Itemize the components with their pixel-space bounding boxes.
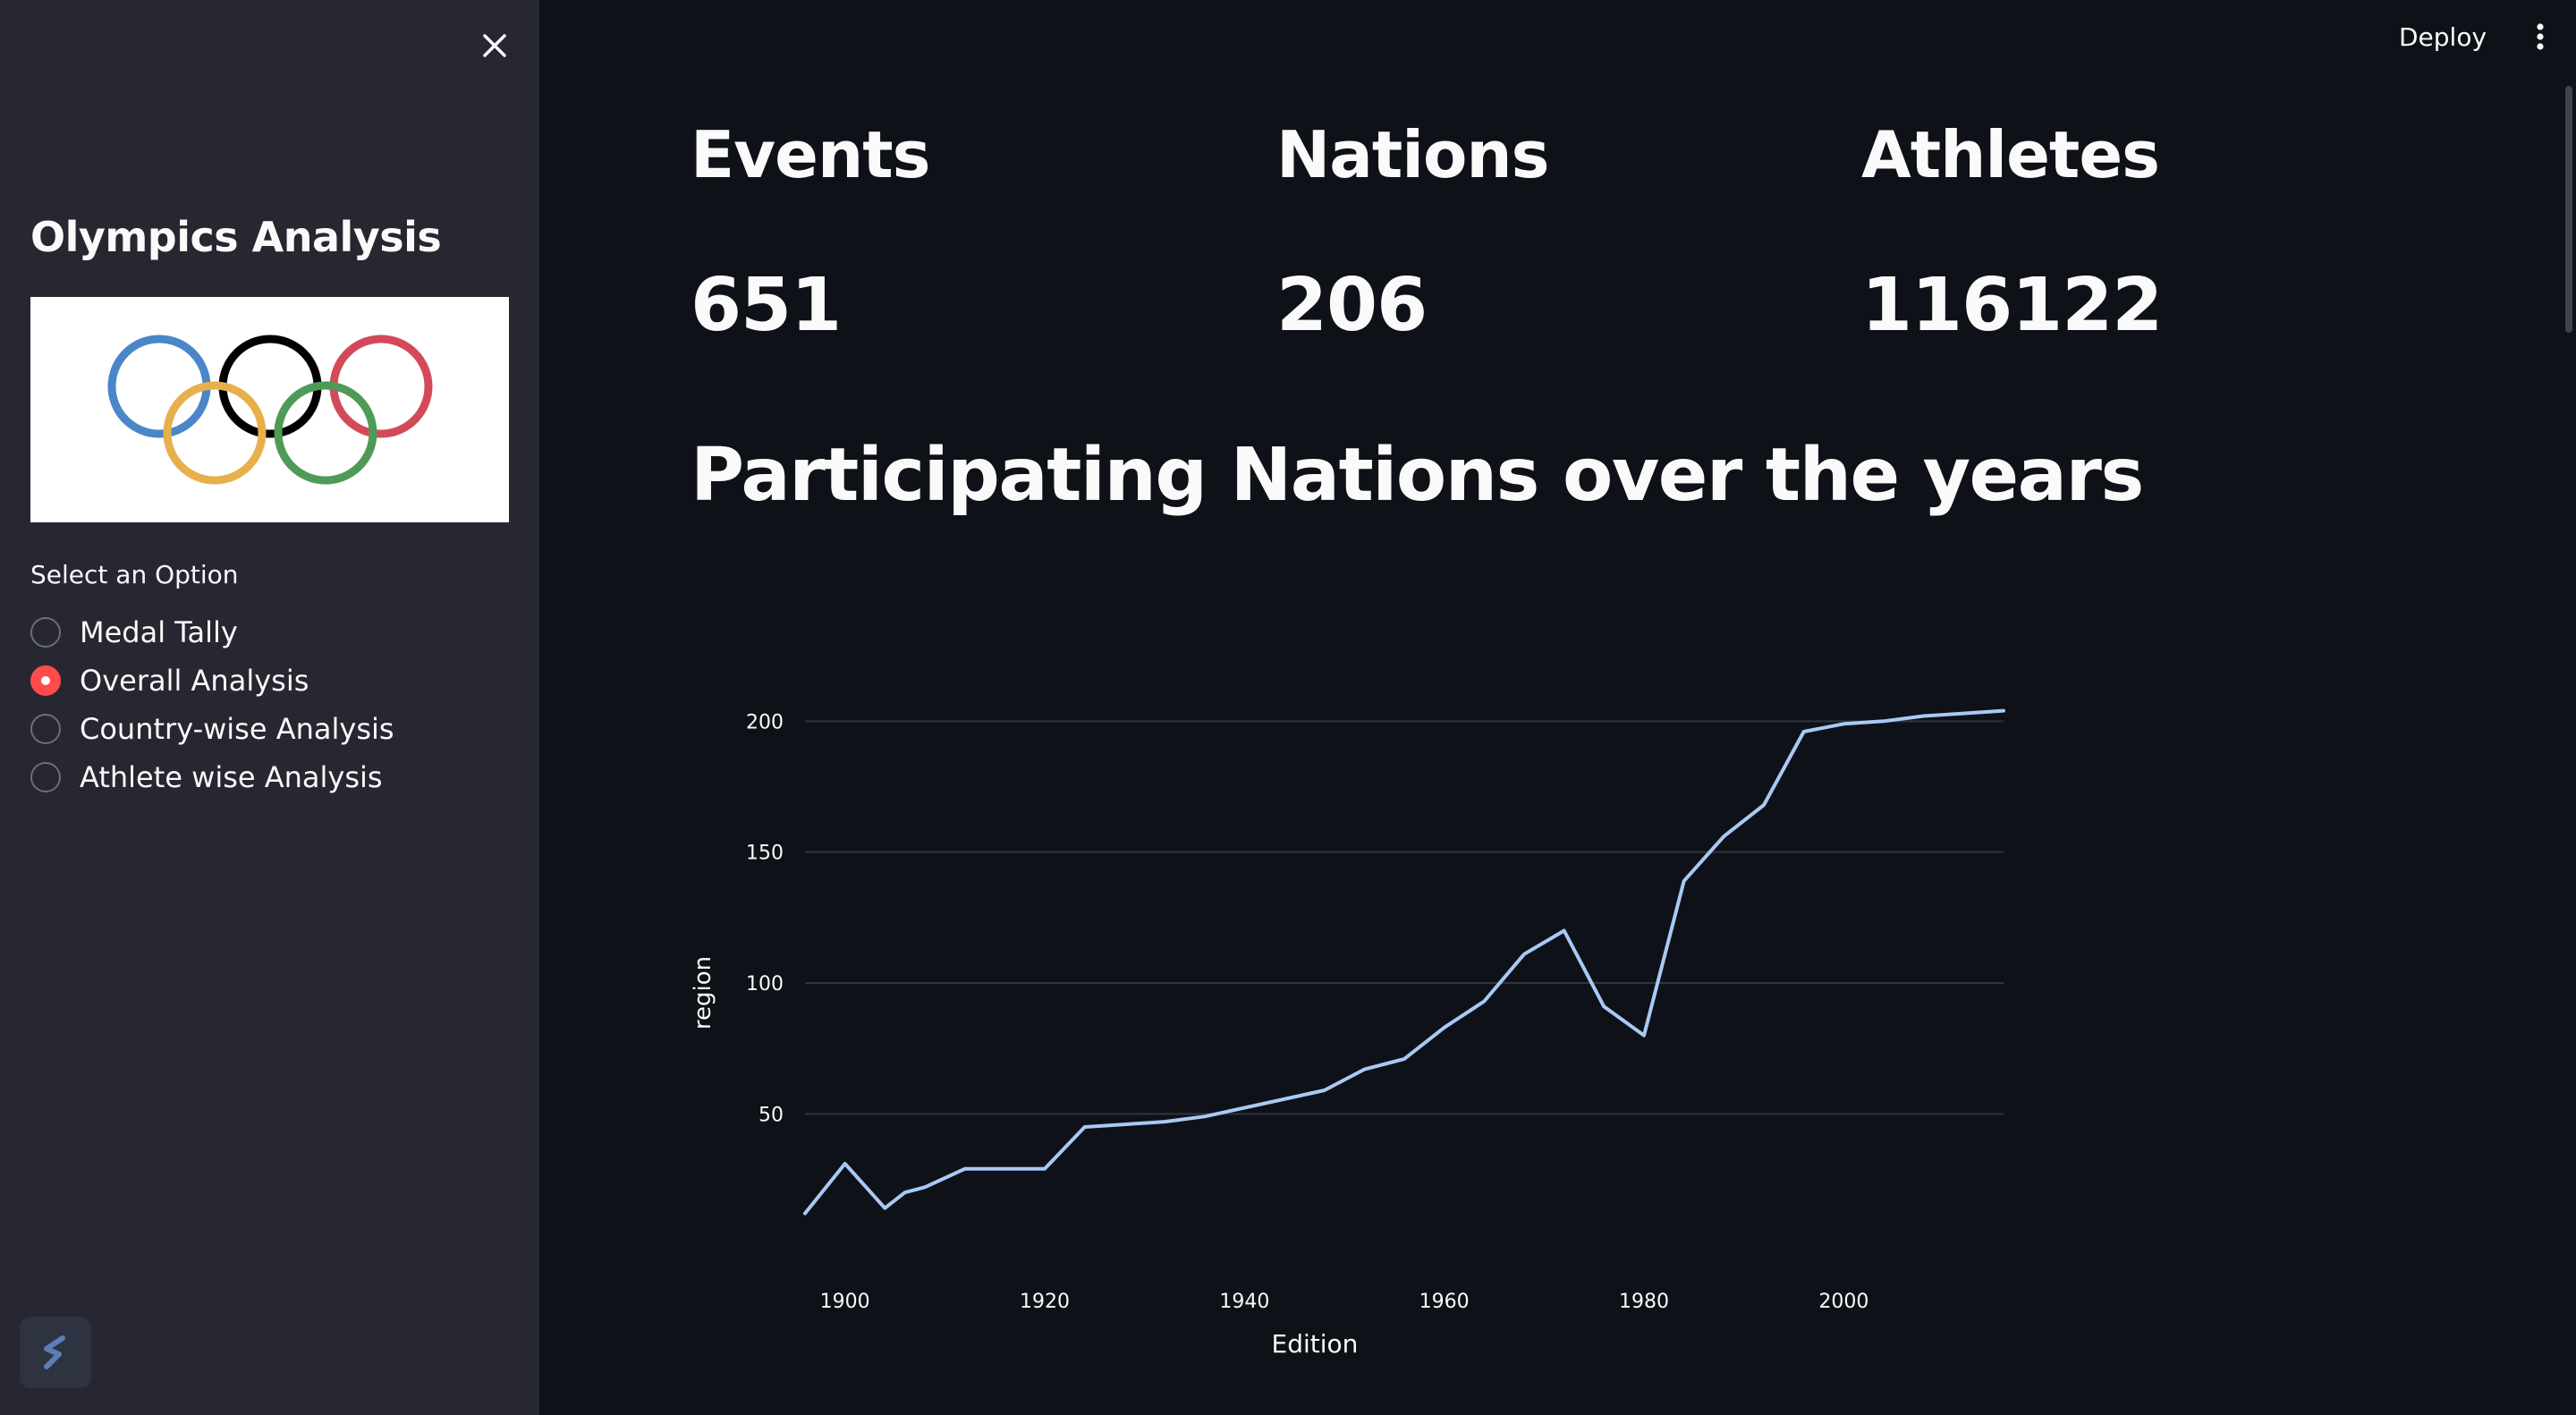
y-tick-label: 150 <box>746 843 784 865</box>
data-point <box>1481 999 1487 1004</box>
metric-value: 651 <box>691 263 842 348</box>
data-point <box>1682 878 1687 884</box>
data-point <box>1402 1056 1407 1062</box>
data-point <box>1442 1025 1447 1030</box>
data-point <box>882 1206 887 1211</box>
radio-label: Overall Analysis <box>80 664 309 698</box>
data-point <box>922 1184 928 1190</box>
radio-button-selected-icon[interactable] <box>30 665 61 696</box>
data-point <box>1361 1067 1367 1072</box>
deploy-button[interactable]: Deploy <box>2399 21 2487 52</box>
data-point <box>1601 1004 1606 1009</box>
olympic-rings-image <box>30 297 509 522</box>
streamlit-logo-icon <box>44 1335 65 1369</box>
radio-overall-analysis[interactable]: Overall Analysis <box>30 657 394 705</box>
data-point <box>1202 1114 1208 1119</box>
y-axis-title: region <box>690 956 716 1029</box>
scrollbar-thumb[interactable] <box>2565 86 2572 333</box>
metric-value: 116122 <box>1861 263 2163 348</box>
data-point <box>1841 721 1846 726</box>
data-point <box>1162 1119 1167 1124</box>
option-radio-group: Medal Tally Overall Analysis Country-wis… <box>30 608 394 801</box>
close-sidebar-button[interactable] <box>472 23 517 68</box>
data-point <box>1961 711 1966 716</box>
data-point <box>962 1166 968 1172</box>
data-point <box>1042 1166 1047 1172</box>
x-tick-label: 1980 <box>1619 1291 1669 1313</box>
data-point <box>1122 1122 1127 1127</box>
data-point <box>1801 729 1807 734</box>
y-tick-label: 200 <box>746 711 784 733</box>
metric-events: Events 651 <box>691 106 930 351</box>
radio-button-icon[interactable] <box>30 762 61 792</box>
data-point <box>843 1161 848 1166</box>
olympic-rings-icon <box>107 335 433 485</box>
data-point <box>1721 834 1726 839</box>
streamlit-badge[interactable] <box>20 1317 91 1388</box>
radio-medal-tally[interactable]: Medal Tally <box>30 608 394 657</box>
x-axis-title: Edition <box>1272 1329 1359 1359</box>
radio-label: Athlete wise Analysis <box>80 760 383 794</box>
data-point <box>2001 708 2006 714</box>
x-tick-label: 1940 <box>1219 1291 1269 1313</box>
data-point <box>1921 713 1927 718</box>
x-tick-label: 1920 <box>1020 1291 1070 1313</box>
data-point <box>902 1190 908 1195</box>
data-point <box>1082 1124 1088 1130</box>
data-point <box>1521 952 1527 957</box>
radio-button-icon[interactable] <box>30 617 61 648</box>
data-point <box>1322 1088 1327 1093</box>
main-menu-button[interactable] <box>2522 16 2558 57</box>
vertical-dots-icon <box>2537 23 2544 50</box>
radio-button-icon[interactable] <box>30 714 61 744</box>
sidebar: Olympics Analysis Select an Option Medal… <box>0 0 539 1415</box>
section-heading: Participating Nations over the years <box>691 433 2144 518</box>
series-line <box>803 708 2005 1216</box>
metric-athletes: Athletes 116122 <box>1861 106 2163 351</box>
data-point <box>1761 802 1767 808</box>
metric-value: 206 <box>1276 263 1428 348</box>
data-point <box>1641 1033 1647 1038</box>
select-option-label: Select an Option <box>30 560 239 589</box>
radio-athlete-wise-analysis[interactable]: Athlete wise Analysis <box>30 753 394 801</box>
sidebar-title: Olympics Analysis <box>30 213 442 261</box>
metric-label: Nations <box>1276 117 1550 192</box>
radio-country-wise-analysis[interactable]: Country-wise Analysis <box>30 705 394 753</box>
x-tick-label: 2000 <box>1818 1291 1868 1313</box>
y-tick-label: 50 <box>758 1104 784 1126</box>
data-point <box>802 1211 808 1216</box>
data-point <box>1881 718 1886 724</box>
y-tick-label: 100 <box>746 973 784 996</box>
metric-nations: Nations 206 <box>1276 106 1550 351</box>
metric-label: Athletes <box>1861 117 2160 192</box>
radio-label: Medal Tally <box>80 615 238 649</box>
radio-label: Country-wise Analysis <box>80 712 394 746</box>
close-icon <box>483 34 506 57</box>
x-tick-label: 1900 <box>820 1291 870 1313</box>
participating-nations-chart: 50 100 150 200 1900 1920 1940 1960 1980 2000 Editi… <box>690 708 2006 1359</box>
data-point <box>1562 928 1567 933</box>
x-tick-label: 1960 <box>1419 1291 1470 1313</box>
metric-label: Events <box>691 117 930 192</box>
